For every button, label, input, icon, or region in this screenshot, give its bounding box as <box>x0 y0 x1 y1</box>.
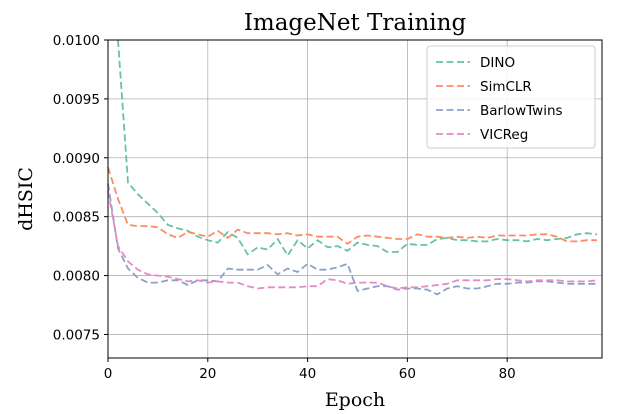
legend-label-vicreg: VICReg <box>480 127 528 143</box>
x-tick-label: 80 <box>499 366 516 382</box>
legend-box <box>426 45 596 149</box>
legend-label-simclr: SimCLR <box>480 79 532 95</box>
plot-frame <box>107 39 603 359</box>
x-axis-label: Epoch <box>325 389 385 411</box>
y-tick-label: 0.0075 <box>53 327 100 343</box>
series-line-vicreg <box>107 190 598 290</box>
y-tick-label: 0.0080 <box>53 269 100 285</box>
y-tick-label: 0.0090 <box>53 151 100 167</box>
axis-ticks: 0 20 40 60 80 0.0075 0.0080 0.0085 0.0090 0.0095 0… <box>53 33 516 382</box>
y-tick-label: 0.0095 <box>53 92 100 108</box>
y-tick-label: 0.0100 <box>53 33 100 49</box>
x-tick-label: 0 <box>104 366 113 382</box>
series-line-barlowtwins <box>107 183 597 296</box>
x-tick-label: 60 <box>399 366 416 382</box>
legend-label-dino: DINO <box>480 55 515 71</box>
y-tick-label: 0.0085 <box>53 210 100 226</box>
series-line-dino <box>117 39 598 257</box>
legend-label-barlowtwins: BarlowTwins <box>480 103 563 119</box>
y-axis-label: dHSIC <box>15 167 37 231</box>
series-lines <box>107 39 598 296</box>
x-tick-label: 20 <box>199 366 216 382</box>
x-tick-label: 40 <box>299 366 316 382</box>
chart-title: ImageNet Training <box>244 10 467 36</box>
legend: DINO SimCLR BarlowTwins VICReg <box>426 45 596 149</box>
series-line-simclr <box>107 166 597 245</box>
